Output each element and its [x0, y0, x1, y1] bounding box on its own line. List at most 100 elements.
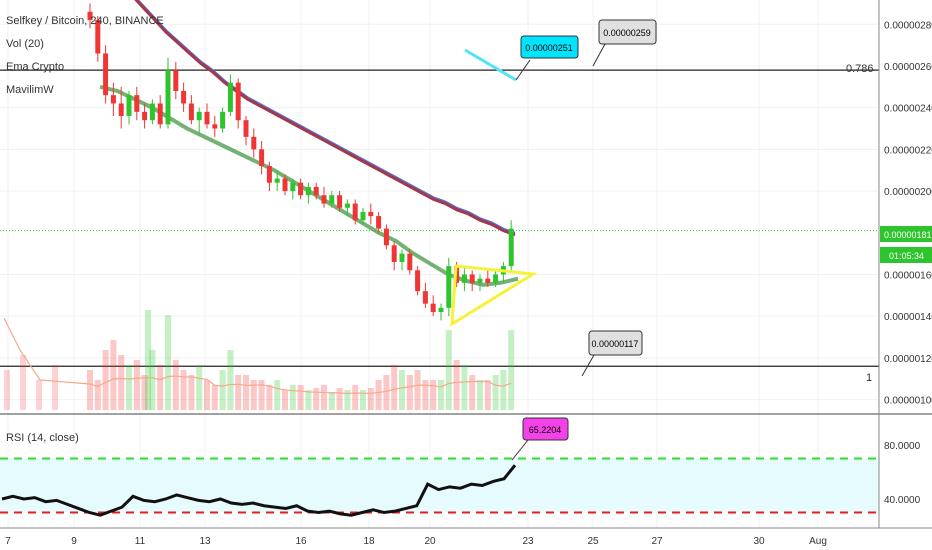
volume-bar [157, 365, 164, 410]
candle-body [376, 216, 382, 229]
callout-gray-top[interactable]: 0.00000259 [592, 19, 657, 67]
rsi-title: RSI (14, close) [6, 432, 79, 444]
price-tick: 0.00000260 [884, 62, 932, 73]
volume-bar [204, 380, 210, 410]
fib-label-1: 1 [866, 372, 872, 384]
price-tick: 0.00000120 [884, 354, 932, 365]
price-tick: 0.00000220 [884, 145, 932, 156]
volume-bar [352, 385, 359, 410]
callout-cyan-text: 0.00000251 [525, 43, 573, 53]
candle-body [383, 228, 389, 246]
price-axis: 0.00000280 0.00000260 0.00000240 0.00000220… [884, 20, 932, 406]
volume-bar [422, 380, 429, 410]
volume-bars [4, 310, 515, 410]
rsi-grid [0, 457, 879, 514]
candle-body [173, 70, 179, 91]
candle-body [227, 82, 233, 112]
volume-bar [118, 355, 125, 410]
candle-body [118, 103, 124, 116]
callout-gray-bottom[interactable]: 0.00000117 [581, 330, 643, 377]
candle-body [305, 186, 311, 196]
time-tick: Aug [809, 536, 827, 547]
candle-body [110, 95, 116, 104]
volume-bar [430, 380, 437, 410]
volume-bar [211, 385, 218, 410]
last-price-text: 0.00000181 [884, 230, 932, 240]
volume-bar [321, 385, 327, 410]
candle-body [430, 303, 436, 312]
volume-bar [141, 375, 148, 410]
volume-bar [235, 375, 242, 410]
callout-cyan[interactable]: 0.00000251 [515, 35, 579, 81]
volume-bar [297, 385, 304, 410]
time-tick: 18 [363, 536, 375, 547]
legend: Selfkey / Bitcoin, 240, BINANCE Vol (20)… [6, 15, 164, 444]
volume-bar [313, 388, 320, 410]
candle-body [95, 20, 101, 54]
candle-body [165, 70, 171, 125]
symbol-title: Selfkey / Bitcoin, 240, BINANCE [6, 15, 164, 27]
candle-body [438, 307, 444, 312]
volume-bar [477, 380, 483, 410]
cyan-trendline[interactable] [464, 48, 517, 82]
rsi-line [1, 464, 517, 517]
volume-bar [438, 380, 444, 410]
volume-bar [20, 355, 26, 410]
volume-bar [453, 360, 460, 410]
legend-vol: Vol (20) [6, 38, 44, 50]
candle-body [446, 266, 452, 308]
candle-body [149, 103, 155, 121]
callout-rsi-text: 65.2204 [529, 425, 562, 435]
candle-body [243, 120, 249, 137]
time-tick: 20 [424, 536, 436, 547]
volume-bar [149, 350, 156, 410]
candle-body [329, 195, 335, 204]
volume-bar [133, 360, 140, 410]
volume-bar [360, 390, 366, 410]
volume-bar [445, 330, 452, 410]
volume-bar [188, 375, 195, 410]
volume-bar [243, 375, 249, 410]
candle-body [485, 278, 491, 283]
price-tick: 0.00000100 [884, 396, 932, 407]
candle-body [188, 103, 194, 121]
volume-bar [196, 365, 203, 410]
last-price-tag: 0.00000181 01:05:34 [880, 226, 932, 263]
rsi-tick: 80.0000 [884, 441, 921, 452]
candle-body [313, 186, 319, 196]
legend-mavilim: MavilimW [6, 84, 54, 96]
time-tick: 7 [5, 536, 11, 547]
callout-rsi[interactable]: 65.2204 [511, 417, 569, 461]
candle-body [360, 211, 366, 221]
volume-bar [383, 375, 390, 410]
volume-bar [274, 380, 281, 410]
candle-body [274, 178, 280, 183]
volume-ma-line [3, 317, 512, 395]
candle-body [508, 228, 514, 267]
volume-bar [484, 380, 491, 410]
candle-body [391, 245, 397, 262]
volume-bar [399, 370, 405, 410]
candle-body [87, 11, 93, 21]
volume-bar [145, 310, 151, 410]
volume-bar [414, 370, 421, 410]
countdown-text: 01:05:34 [889, 251, 924, 261]
candle-body [212, 124, 218, 129]
triangle-drawing[interactable] [450, 264, 538, 327]
volume-bar [87, 370, 93, 410]
time-tick: 16 [295, 536, 307, 547]
price-tick: 0.00000160 [884, 270, 932, 281]
volume-bar [4, 370, 10, 410]
candle-body [399, 253, 405, 262]
candle-body [493, 274, 499, 283]
time-tick: 23 [522, 536, 534, 547]
price-tick: 0.00000140 [884, 312, 932, 323]
volume-bar [165, 315, 171, 410]
volume-bar [52, 365, 58, 410]
time-axis: 7 9 11 13 16 18 20 23 25 27 30 Aug [5, 536, 827, 547]
candle-body [181, 90, 187, 104]
volume-bar [94, 380, 101, 410]
volume-bar [250, 380, 257, 410]
candle-body [235, 82, 241, 121]
